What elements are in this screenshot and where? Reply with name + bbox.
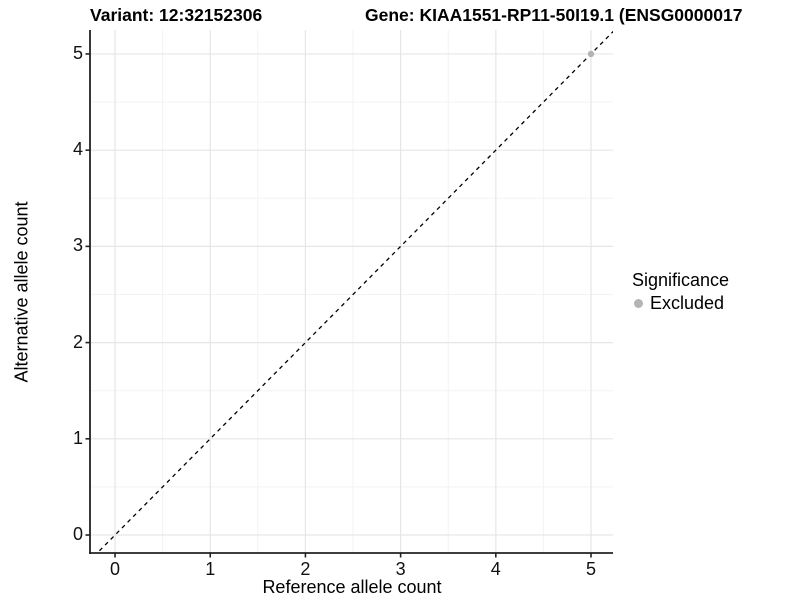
y-tick-label: 0 [72, 524, 83, 545]
excluded-dot-icon [634, 299, 643, 308]
y-tick-label: 1 [72, 427, 83, 448]
x-tick-label: 2 [300, 559, 311, 579]
plot-title-variant: Variant: 12:32152306 [90, 5, 263, 25]
legend-item-label: Excluded [650, 293, 725, 313]
y-tick-label: 4 [72, 139, 83, 160]
y-tick-label: 5 [72, 43, 83, 64]
x-tick-label: 4 [490, 559, 501, 579]
x-axis-label: Reference allele count [262, 577, 442, 597]
y-tick-label: 3 [72, 235, 83, 256]
plot-panel [90, 30, 613, 553]
legend-title: Significance [632, 270, 730, 290]
x-tick-label: 5 [585, 559, 597, 579]
x-tick-label: 0 [110, 559, 121, 579]
plot-title-gene: Gene: KIAA1551-RP11-50I19.1 (ENSG0000017 [365, 5, 743, 25]
y-axis-label: Alternative allele count [11, 201, 32, 383]
x-tick-label: 1 [205, 559, 216, 579]
y-tick-label: 2 [72, 331, 83, 352]
x-tick-label: 3 [395, 559, 406, 579]
legend-item-excluded: Excluded [632, 293, 729, 314]
legend: Significance Excluded [632, 270, 729, 314]
